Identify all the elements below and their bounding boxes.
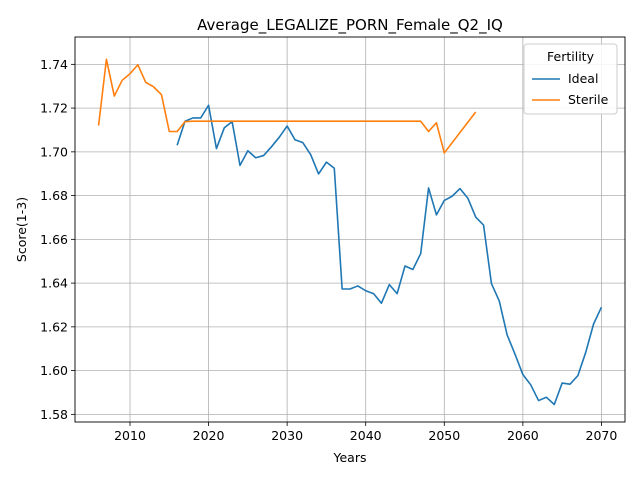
legend-title: Fertility [547,49,595,64]
x-tick-label: 2030 [271,428,303,443]
y-axis-label: Score(1-3) [14,197,29,262]
y-tick-label: 1.64 [40,276,68,291]
grid-lines [75,37,625,422]
y-tick-label: 1.68 [40,188,68,203]
x-axis-label: Years [333,450,367,465]
series-line-ideal [176,104,603,406]
y-tick-label: 1.70 [40,144,68,159]
legend-label-sterile: Sterile [568,92,609,107]
y-tick-label: 1.60 [40,363,68,378]
x-tick-label: 2040 [350,428,382,443]
y-tick-label: 1.74 [40,57,68,72]
legend-box [523,43,618,115]
x-tick-label: 2060 [507,428,539,443]
y-axis-ticks: 1.58 1.60 1.62 1.64 1.66 1.68 1.70 1.72 1.74 [40,57,75,422]
legend: Fertility Ideal Sterile [523,43,618,115]
y-tick-label: 1.62 [40,319,68,334]
x-tick-label: 2010 [114,428,146,443]
chart-title: Average_LEGALIZE_PORN_Female_Q2_IQ [197,16,503,35]
series-line-sterile [97,58,477,154]
series-lines [97,58,603,406]
x-tick-label: 2020 [193,428,225,443]
y-tick-label: 1.58 [40,407,68,422]
legend-items: Ideal Sterile [532,71,609,107]
x-tick-label: 2070 [586,428,618,443]
y-tick-label: 1.66 [40,232,68,247]
x-axis-ticks: 2010 2020 2030 2040 2050 2060 2070 [114,422,617,443]
plot-frame [74,36,626,423]
x-tick-label: 2050 [428,428,460,443]
legend-label-ideal: Ideal [568,71,598,86]
y-tick-label: 1.72 [40,101,68,116]
